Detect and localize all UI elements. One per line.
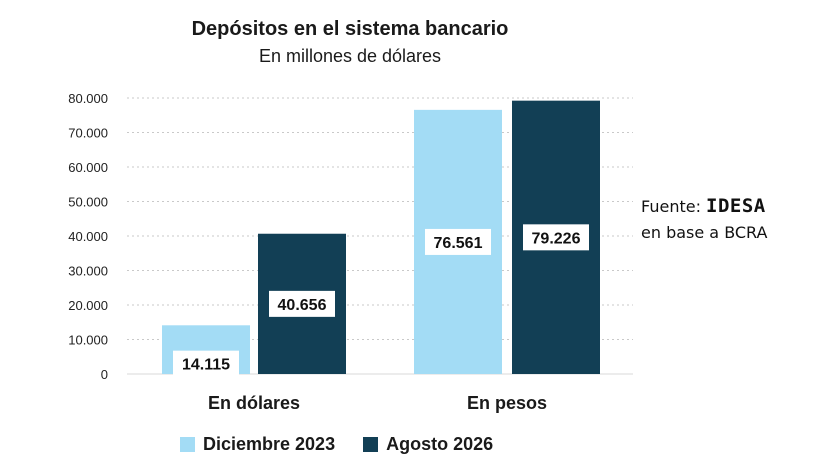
source-suffix: en base a BCRA <box>641 223 768 242</box>
y-tick-label: 70.000 <box>68 126 108 141</box>
y-tick-label: 30.000 <box>68 264 108 279</box>
y-tick-label: 50.000 <box>68 195 108 210</box>
data-label-box <box>523 224 589 251</box>
legend-label-series-1: Diciembre 2023 <box>203 434 336 454</box>
y-tick-label: 80.000 <box>68 91 108 106</box>
legend-swatch-series-2 <box>363 437 379 452</box>
y-tick-label: 10.000 <box>68 333 108 348</box>
source-brand: IDESA <box>706 195 766 217</box>
data-label: 14.115 <box>182 357 230 374</box>
x-tick-label: En dólares <box>208 393 300 413</box>
y-tick-label: 40.000 <box>68 229 108 244</box>
y-tick-label: 60.000 <box>68 160 108 175</box>
legend-swatch-series-1 <box>180 437 195 452</box>
data-label-box <box>269 290 335 317</box>
y-tick-label: 0 <box>101 367 108 382</box>
chart-subtitle: En millones de dólares <box>258 46 442 66</box>
legend-label-series-2: Agosto 2026 <box>386 434 494 454</box>
data-label: 76.561 <box>434 235 483 252</box>
legend-item-series-1: Diciembre 2023 <box>180 434 335 455</box>
legend-item-series-2: Agosto 2026 <box>363 434 493 455</box>
data-label: 40.656 <box>278 297 327 314</box>
source-note: Fuente: IDESA en base a BCRA <box>641 193 767 246</box>
x-tick-label: En pesos <box>467 393 547 413</box>
chart-title: Depósitos en el sistema bancario <box>191 18 509 40</box>
data-label-box <box>173 350 239 377</box>
data-label-box <box>425 228 491 255</box>
y-tick-label: 20.000 <box>68 298 108 313</box>
chart-legend: Diciembre 2023 Agosto 2026 <box>180 434 521 455</box>
data-label: 79.226 <box>532 230 581 247</box>
source-prefix: Fuente: <box>641 197 707 216</box>
